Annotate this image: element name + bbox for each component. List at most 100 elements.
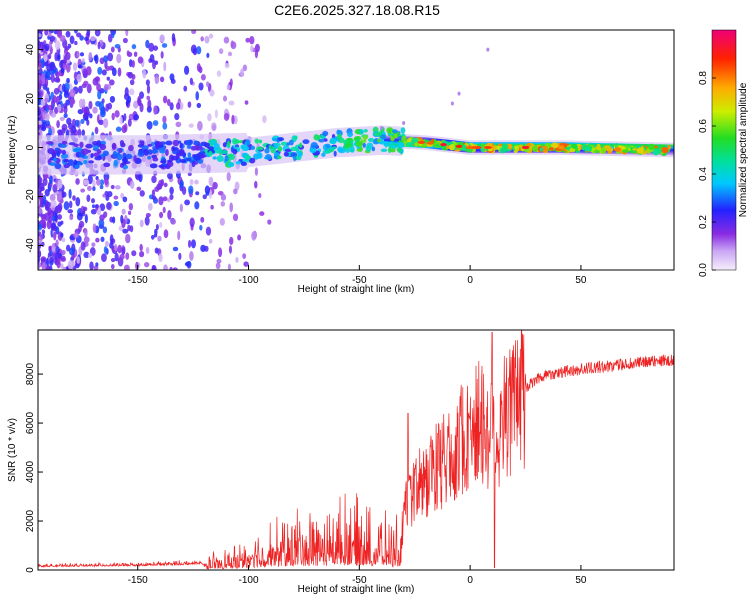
heatmap-ridge-cell — [329, 139, 337, 145]
heatmap-noise-cell — [242, 64, 248, 72]
heatmap-noise-cell — [146, 120, 153, 130]
heatmap-noise-cell — [74, 262, 80, 269]
heatmap-ridge-cell — [365, 145, 372, 152]
heatmap-noise-cell — [86, 194, 91, 203]
heatmap-noise-cell — [112, 216, 116, 224]
heatmap-noise-cell — [105, 103, 109, 112]
heatmap-noise-cell — [169, 193, 174, 200]
heatmap-noise-cell — [144, 216, 150, 226]
heatmap-noise-cell — [151, 189, 156, 197]
heatmap-ridge-cell — [548, 147, 554, 151]
heatmap-noise-cell — [183, 85, 188, 92]
heatmap-noise-cell — [122, 37, 128, 44]
heatmap-ridge-cell — [83, 159, 88, 165]
heatmap-noise-cell — [187, 101, 192, 108]
heatmap-noise-cell — [234, 181, 240, 191]
heatmap-noise-cell — [98, 119, 104, 126]
heatmap-ridge-cell — [356, 148, 363, 152]
heatmap-ridge-cell — [290, 146, 298, 152]
heatmap-noise-cell — [50, 112, 57, 118]
heatmap-noise-cell — [153, 233, 158, 238]
heatmap-noise-cell — [254, 167, 259, 176]
heatmap-noise-cell — [111, 32, 115, 39]
heatmap-noise-cell — [83, 112, 90, 118]
snr-y-ticks: 0 2000 4000 6000 8000 — [25, 363, 43, 573]
heatmap-noise-cell — [84, 36, 89, 41]
heatmap-noise-cell — [138, 172, 143, 183]
heatmap-noise-cell — [179, 179, 184, 189]
colorbar-tick-label: 0.8 — [698, 71, 709, 85]
snr-y-tick-label: 0 — [25, 567, 36, 573]
heatmap-noise-cell — [107, 33, 113, 43]
heatmap-noise-cell — [200, 216, 205, 223]
heatmap-noise-cell — [110, 184, 115, 190]
snr-panel: -150 -100 -50 0 50 0 2000 4000 6000 8000 Height … — [7, 329, 675, 595]
heatmap-noise-cell — [106, 76, 111, 81]
heatmap-ridge-cell — [63, 158, 70, 163]
heatmap-noise-cell — [226, 172, 231, 182]
heatmap-noise-cell — [206, 52, 210, 59]
heatmap-noise-cell — [104, 177, 109, 186]
heatmap-noise-cell — [94, 204, 100, 209]
heatmap-noise-cell — [58, 30, 62, 37]
heatmap-noise-cell — [59, 116, 65, 122]
heatmap-noise-cell — [162, 95, 168, 104]
heatmap-noise-cell — [218, 247, 223, 258]
heatmap-noise-cell — [81, 58, 85, 63]
heatmap-ridge-cell — [373, 132, 380, 137]
heatmap-noise-cell — [121, 246, 126, 256]
heatmap-noise-cell — [119, 116, 123, 125]
spectrogram-x-tick-label: -50 — [352, 275, 367, 286]
heatmap-noise-cell — [154, 74, 160, 85]
heatmap-ridge-cell — [133, 155, 137, 162]
heatmap-noise-cell — [80, 118, 85, 124]
snr-x-tick-label: -150 — [128, 575, 148, 586]
heatmap-noise-cell — [220, 193, 227, 201]
heatmap-noise-cell — [84, 228, 88, 238]
heatmap-ridge-cell — [321, 152, 326, 157]
heatmap-noise-cell — [181, 186, 187, 195]
heatmap-noise-cell — [206, 81, 210, 88]
heatmap-noise-cell — [65, 30, 71, 38]
heatmap-noise-cell — [75, 197, 81, 207]
heatmap-noise-cell — [121, 125, 127, 134]
heatmap-ridge-cell — [187, 152, 192, 158]
snr-y-tick-label: 8000 — [25, 363, 36, 386]
snr-x-tick-label: 50 — [575, 575, 587, 586]
heatmap-noise-cell — [81, 98, 86, 108]
heatmap-noise-cell — [229, 202, 234, 213]
heatmap-noise-cell — [129, 180, 135, 189]
heatmap-noise-cell — [82, 68, 88, 77]
spectrogram-y-tick-label: 20 — [25, 93, 36, 105]
heatmap-noise-cell — [131, 44, 137, 50]
heatmap-noise-cell — [38, 91, 41, 98]
spectrogram-y-tick-label: 40 — [25, 44, 36, 56]
heatmap-noise-cell — [127, 118, 132, 127]
heatmap-noise-cell — [126, 50, 130, 56]
heatmap-peak-cell — [417, 140, 426, 145]
heatmap-noise-cell — [183, 65, 190, 75]
heatmap-noise-cell — [218, 48, 224, 55]
heatmap-ridge-cell — [371, 146, 376, 152]
heatmap-ridge-cell — [227, 140, 231, 147]
heatmap-noise-cell — [194, 179, 199, 185]
heatmap-ridge-cell — [550, 142, 559, 149]
heatmap-ridge-cell — [347, 132, 354, 138]
heatmap-noise-cell — [62, 266, 67, 270]
spectrogram-y-tick-label: -20 — [25, 189, 36, 204]
spectrogram-x-tick-label: -100 — [239, 275, 259, 286]
heatmap-noise-cell — [163, 229, 169, 239]
heatmap-ridge-cell — [331, 146, 337, 150]
heatmap-noise-cell — [41, 73, 46, 82]
heatmap-noise-cell — [38, 117, 41, 122]
heatmap-ridge-cell — [228, 162, 234, 167]
heatmap-peak-cell — [455, 144, 463, 148]
heatmap-noise-cell — [116, 53, 122, 64]
colorbar-tick-label: 0.6 — [698, 119, 709, 133]
heatmap-noise-cell — [38, 33, 42, 38]
heatmap-ridge-cell — [185, 157, 192, 162]
heatmap-noise-cell — [104, 240, 109, 247]
heatmap-noise-cell — [249, 36, 255, 45]
heatmap-ridge-cell — [349, 145, 355, 153]
